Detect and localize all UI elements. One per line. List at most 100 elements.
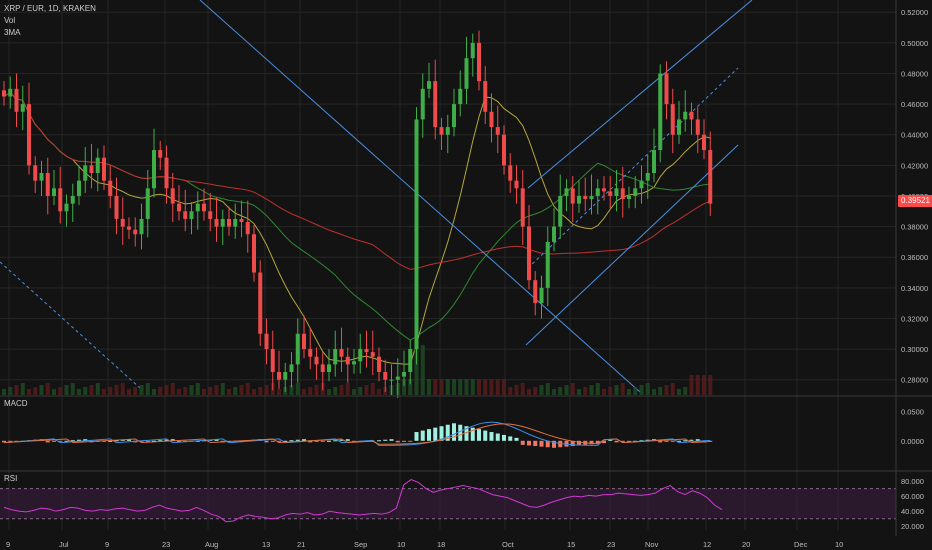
volume-bar xyxy=(595,383,600,395)
volume-legend[interactable]: Vol xyxy=(4,16,15,25)
volume-bar xyxy=(433,379,438,395)
candle-body xyxy=(352,361,356,365)
candle-body xyxy=(152,150,156,189)
price-tick-label: 0.36000 xyxy=(901,253,928,262)
candle-body xyxy=(502,134,506,166)
candle-body xyxy=(439,127,444,135)
volume-bar xyxy=(70,383,75,395)
volume-bar xyxy=(314,385,319,395)
candle-body xyxy=(633,188,638,196)
pane-separators[interactable] xyxy=(0,0,932,536)
channel-mid xyxy=(527,67,739,269)
candle-body xyxy=(577,195,581,204)
candle-body xyxy=(345,356,350,365)
volume-bar xyxy=(558,387,563,395)
volume-bar xyxy=(45,383,50,395)
rsi-legend[interactable]: RSI xyxy=(4,474,17,483)
candle-body xyxy=(414,119,419,350)
rsi-line xyxy=(3,478,723,523)
macd-histogram-bar xyxy=(83,439,88,441)
macd-histogram-bar xyxy=(520,440,525,445)
candle-body xyxy=(508,165,513,181)
volume-bar xyxy=(608,387,613,395)
macd-histogram-bar xyxy=(395,440,400,443)
volume-bar xyxy=(420,345,425,395)
volume-bar xyxy=(708,375,713,395)
macd-histogram-bar xyxy=(70,440,75,442)
macd-legend[interactable]: MACD xyxy=(4,399,28,408)
candle-body xyxy=(227,218,231,227)
time-tick-label: 15 xyxy=(567,540,575,549)
candle-body xyxy=(658,73,663,151)
volume-bar xyxy=(502,379,506,395)
volume-bars xyxy=(2,345,713,395)
time-axis[interactable]: 9 Jul 9 23 Aug 13 21 Sep 10 18 Oct 15 23 Nov 12 20 Dec 10 xyxy=(6,540,843,549)
volume-bar xyxy=(33,387,38,395)
volume-bar xyxy=(477,379,481,395)
symbol-legend[interactable]: XRP / EUR, 1D, KRAKEN xyxy=(4,4,96,13)
price-tick-label: 0.50000 xyxy=(901,39,928,48)
candle-body xyxy=(683,111,688,120)
volume-bar xyxy=(145,383,150,395)
volume-bar xyxy=(308,387,313,395)
candle-body xyxy=(320,364,325,373)
macd-histogram-bar xyxy=(108,440,113,442)
macd-tick-label: 0.0500 xyxy=(901,408,924,417)
macd-histogram-bar xyxy=(689,439,694,441)
macd-histogram-bar xyxy=(683,440,688,442)
time-tick-label: 9 xyxy=(6,540,10,549)
macd-histogram-bar xyxy=(545,440,550,448)
macd-histogram-bar xyxy=(433,427,438,441)
ma-legend[interactable]: 3MA xyxy=(4,28,21,37)
volume-bar xyxy=(102,389,106,395)
volume-bar xyxy=(177,389,181,395)
time-tick-label: 13 xyxy=(262,540,270,549)
candle-body xyxy=(114,195,119,219)
candle-body xyxy=(539,287,544,304)
volume-bar xyxy=(120,383,125,395)
volume-bar xyxy=(677,389,681,395)
candle-body xyxy=(95,157,100,174)
volume-bar xyxy=(264,385,269,395)
volume-bar xyxy=(77,389,81,395)
volume-bar xyxy=(52,389,56,395)
price-tick-label: 0.48000 xyxy=(901,69,928,78)
volume-bar xyxy=(189,385,194,395)
macd-histogram-bar xyxy=(445,424,450,441)
price-tick-label: 0.52000 xyxy=(901,8,928,17)
macd-histogram-bar xyxy=(470,427,475,441)
volume-bar xyxy=(89,385,94,395)
volume-bar xyxy=(564,385,569,395)
volume-bar xyxy=(695,375,700,395)
volume-bar xyxy=(464,379,469,395)
macd-histogram-bar xyxy=(477,429,481,441)
time-tick-label: 12 xyxy=(703,540,711,549)
macd-histogram-bar xyxy=(620,440,625,442)
time-tick-label: 9 xyxy=(105,540,109,549)
macd-histogram-bar xyxy=(677,440,681,442)
macd-histogram-bar xyxy=(289,440,294,442)
rsi-tick-label: 20.000 xyxy=(901,522,924,531)
trendline-dashed xyxy=(0,261,141,389)
ma-fast-line xyxy=(3,91,711,365)
macd-histogram-bar xyxy=(64,440,69,442)
candle-body xyxy=(702,134,706,151)
candle-body xyxy=(239,218,244,222)
candle-body xyxy=(595,188,600,196)
macd-histogram-bar xyxy=(664,440,669,442)
macd-histogram-bar xyxy=(8,440,13,442)
candle-body xyxy=(33,165,38,181)
volume-bar xyxy=(127,389,131,395)
volume-bar xyxy=(202,389,206,395)
macd-pane xyxy=(2,421,713,448)
time-tick-label: 21 xyxy=(297,540,305,549)
macd-histogram-bar xyxy=(270,440,275,442)
macd-histogram-bar xyxy=(645,439,650,441)
moving-averages xyxy=(3,91,711,365)
volume-bar xyxy=(508,387,513,395)
candle-body xyxy=(520,188,525,227)
macd-histogram-bar xyxy=(614,440,619,443)
trendline-down xyxy=(199,0,641,393)
volume-bar xyxy=(339,385,344,395)
